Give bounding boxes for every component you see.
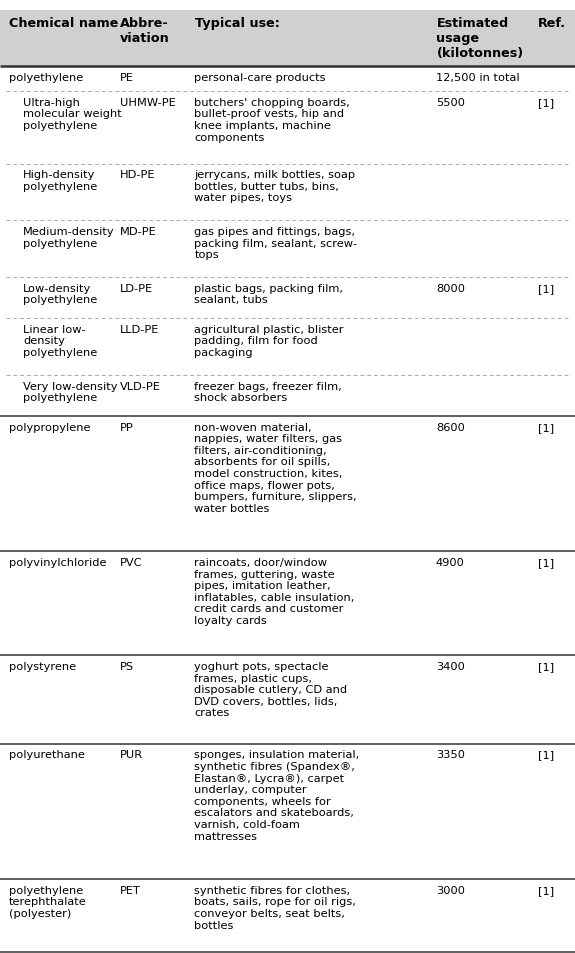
- Text: [1]: [1]: [538, 284, 554, 294]
- Text: 3000: 3000: [436, 885, 465, 895]
- Text: 4900: 4900: [436, 558, 465, 567]
- Text: jerrycans, milk bottles, soap
bottles, butter tubs, bins,
water pipes, toys: jerrycans, milk bottles, soap bottles, b…: [194, 171, 355, 203]
- Text: Medium-density
polyethylene: Medium-density polyethylene: [23, 227, 114, 249]
- Text: VLD-PE: VLD-PE: [120, 381, 160, 391]
- Text: Chemical name: Chemical name: [9, 17, 118, 30]
- Text: PS: PS: [120, 661, 134, 671]
- Text: UHMW-PE: UHMW-PE: [120, 98, 175, 108]
- Text: plastic bags, packing film,
sealant, tubs: plastic bags, packing film, sealant, tub…: [194, 284, 343, 305]
- Text: 3400: 3400: [436, 661, 465, 671]
- Text: MD-PE: MD-PE: [120, 227, 156, 236]
- Text: PE: PE: [120, 72, 133, 82]
- Text: Linear low-
density
polyethylene: Linear low- density polyethylene: [23, 324, 97, 357]
- Text: Abbre-
viation: Abbre- viation: [120, 17, 170, 45]
- Text: LLD-PE: LLD-PE: [120, 324, 159, 335]
- Text: polypropylene: polypropylene: [9, 422, 90, 432]
- Text: [1]: [1]: [538, 885, 554, 895]
- Text: [1]: [1]: [538, 558, 554, 567]
- Text: raincoats, door/window
frames, guttering, waste
pipes, imitation leather,
inflat: raincoats, door/window frames, guttering…: [194, 558, 355, 625]
- Text: butchers' chopping boards,
bullet-proof vests, hip and
knee implants, machine
co: butchers' chopping boards, bullet-proof …: [194, 98, 350, 142]
- Text: PVC: PVC: [120, 558, 142, 567]
- Text: PP: PP: [120, 422, 133, 432]
- Text: gas pipes and fittings, bags,
packing film, sealant, screw-
tops: gas pipes and fittings, bags, packing fi…: [194, 227, 358, 260]
- Text: HD-PE: HD-PE: [120, 171, 155, 180]
- Text: polyethylene: polyethylene: [9, 72, 83, 82]
- Text: yoghurt pots, spectacle
frames, plastic cups,
disposable cutlery, CD and
DVD cov: yoghurt pots, spectacle frames, plastic …: [194, 661, 347, 718]
- Text: Ref.: Ref.: [538, 17, 566, 30]
- Text: polyethylene
terephthalate
(polyester): polyethylene terephthalate (polyester): [9, 885, 86, 918]
- Text: Low-density
polyethylene: Low-density polyethylene: [23, 284, 97, 305]
- Text: personal-care products: personal-care products: [194, 72, 326, 82]
- Text: 8000: 8000: [436, 284, 465, 294]
- Text: 3350: 3350: [436, 750, 465, 760]
- Text: agricultural plastic, blister
padding, film for food
packaging: agricultural plastic, blister padding, f…: [194, 324, 344, 357]
- Text: Ultra-high
molecular weight
polyethylene: Ultra-high molecular weight polyethylene: [23, 98, 122, 131]
- Text: synthetic fibres for clothes,
boats, sails, rope for oil rigs,
conveyor belts, s: synthetic fibres for clothes, boats, sai…: [194, 885, 356, 929]
- Text: Estimated
usage
(kilotonnes): Estimated usage (kilotonnes): [436, 17, 524, 60]
- Text: 5500: 5500: [436, 98, 465, 108]
- Text: Typical use:: Typical use:: [195, 17, 280, 30]
- Text: [1]: [1]: [538, 750, 554, 760]
- Text: polyvinylchloride: polyvinylchloride: [9, 558, 106, 567]
- Text: 8600: 8600: [436, 422, 465, 432]
- Text: Very low-density
polyethylene: Very low-density polyethylene: [23, 381, 117, 403]
- Text: High-density
polyethylene: High-density polyethylene: [23, 171, 97, 192]
- Text: [1]: [1]: [538, 661, 554, 671]
- Text: [1]: [1]: [538, 422, 554, 432]
- Text: PET: PET: [120, 885, 140, 895]
- Text: freezer bags, freezer film,
shock absorbers: freezer bags, freezer film, shock absorb…: [194, 381, 342, 403]
- Text: LD-PE: LD-PE: [120, 284, 153, 294]
- Text: 12,500 in total: 12,500 in total: [436, 72, 519, 82]
- Text: PUR: PUR: [120, 750, 143, 760]
- Bar: [0, 11, 575, 67]
- Text: non-woven material,
nappies, water filters, gas
filters, air-conditioning,
absor: non-woven material, nappies, water filte…: [194, 422, 357, 514]
- Text: polystyrene: polystyrene: [9, 661, 76, 671]
- Text: [1]: [1]: [538, 98, 554, 108]
- Text: polyurethane: polyurethane: [9, 750, 85, 760]
- Text: sponges, insulation material,
synthetic fibres (Spandex®,
Elastan®, Lycra®), car: sponges, insulation material, synthetic …: [194, 750, 359, 841]
